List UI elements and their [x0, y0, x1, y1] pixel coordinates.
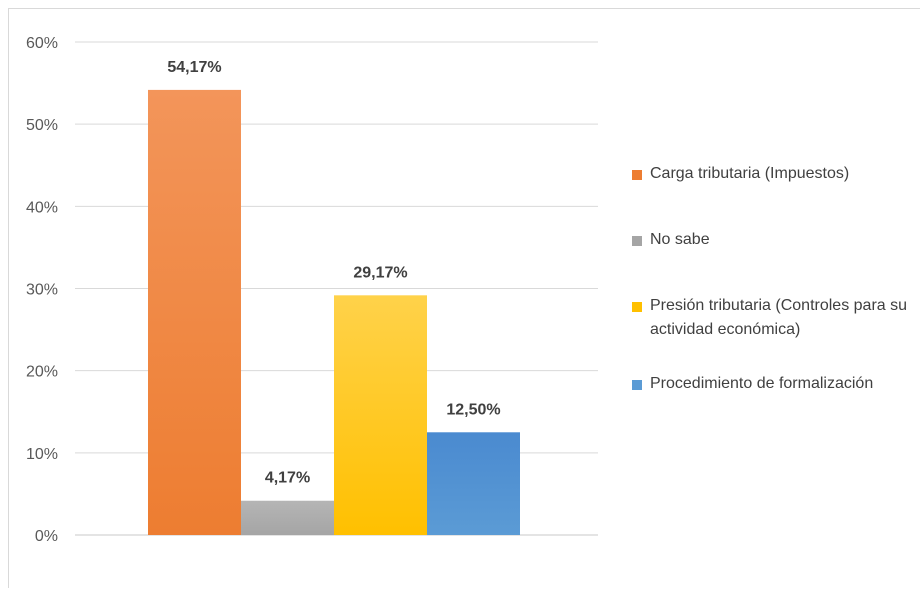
data-label: 29,17% — [353, 264, 407, 281]
y-tick-label: 0% — [35, 528, 58, 545]
legend-swatch — [632, 236, 642, 246]
legend-item: Procedimiento de formalización — [632, 372, 917, 396]
legend-swatch — [632, 380, 642, 390]
legend-item: No sabe — [632, 228, 917, 252]
bar — [148, 89, 241, 535]
legend-label: Carga tributaria (Impuestos) — [650, 165, 850, 182]
legend-item: Presión tributaria (Controles para su ac… — [632, 294, 917, 342]
y-tick-label: 60% — [26, 35, 58, 52]
y-tick-label: 40% — [26, 199, 58, 216]
y-tick-label: 50% — [26, 117, 58, 134]
data-label: 12,50% — [446, 401, 500, 418]
y-tick-label: 20% — [26, 364, 58, 381]
legend-label: Presión tributaria (Controles para su ac… — [650, 297, 908, 338]
data-label: 4,17% — [265, 470, 310, 487]
bars — [148, 89, 520, 535]
y-tick-label: 10% — [26, 446, 58, 463]
legend-label: No sabe — [650, 231, 710, 248]
legend-swatch — [632, 302, 642, 312]
legend-label: Procedimiento de formalización — [650, 375, 874, 392]
data-labels: 54,17% 4,17% 29,17% 12,50% — [167, 59, 500, 487]
bar — [241, 500, 334, 535]
y-tick-label: 30% — [26, 282, 58, 299]
legend: Carga tributaria (Impuestos) No sabe Presi… — [632, 162, 917, 396]
legend-item: Carga tributaria (Impuestos) — [632, 162, 917, 186]
chart-frame — [8, 8, 920, 588]
y-axis-tick-labels: 0% 10% 20% 30% 40% 50% 60% — [26, 35, 58, 545]
bar — [427, 432, 520, 535]
bar — [334, 295, 427, 535]
legend-swatch — [632, 170, 642, 180]
data-label: 54,17% — [167, 59, 221, 76]
